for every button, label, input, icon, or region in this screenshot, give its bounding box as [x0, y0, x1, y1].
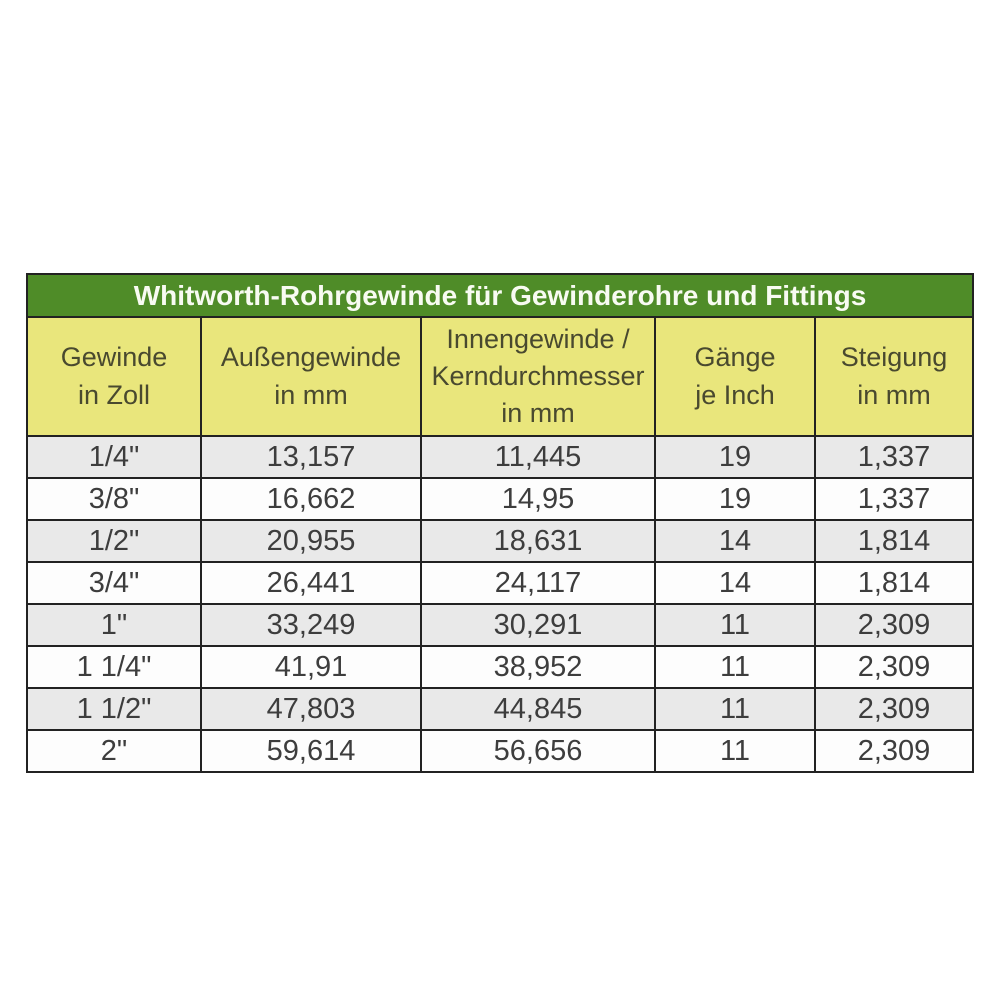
cell-steigung: 2,309 — [814, 687, 974, 731]
cell-innengewinde: 56,656 — [420, 729, 656, 773]
table-row: 3/8" 16,662 14,95 19 1,337 — [26, 477, 974, 521]
column-header-steigung: Steigung in mm — [814, 316, 974, 437]
column-header-gewinde-in-zoll: Gewinde in Zoll — [26, 316, 202, 437]
cell-innengewinde: 24,117 — [420, 561, 656, 605]
cell-steigung: 2,309 — [814, 645, 974, 689]
cell-gewinde: 1" — [26, 603, 202, 647]
cell-gaenge: 14 — [654, 519, 816, 563]
cell-steigung: 1,814 — [814, 519, 974, 563]
table-row: 1 1/4" 41,91 38,952 11 2,309 — [26, 645, 974, 689]
cell-aussengewinde: 47,803 — [200, 687, 422, 731]
cell-innengewinde: 30,291 — [420, 603, 656, 647]
column-header-aussengewinde: Außengewinde in mm — [200, 316, 422, 437]
cell-aussengewinde: 26,441 — [200, 561, 422, 605]
cell-gaenge: 11 — [654, 645, 816, 689]
cell-innengewinde: 44,845 — [420, 687, 656, 731]
cell-aussengewinde: 20,955 — [200, 519, 422, 563]
cell-gewinde: 1 1/2" — [26, 687, 202, 731]
column-header-innengewinde-kerndurchmesser: Innengewinde / Kerndurchmesser in mm — [420, 316, 656, 437]
cell-gewinde: 2" — [26, 729, 202, 773]
table-row: 2" 59,614 56,656 11 2,309 — [26, 729, 974, 773]
cell-steigung: 2,309 — [814, 603, 974, 647]
cell-gaenge: 11 — [654, 687, 816, 731]
cell-innengewinde: 11,445 — [420, 435, 656, 479]
cell-steigung: 1,814 — [814, 561, 974, 605]
cell-steigung: 2,309 — [814, 729, 974, 773]
table-row: 3/4" 26,441 24,117 14 1,814 — [26, 561, 974, 605]
whitworth-thread-table: Whitworth-Rohrgewinde für Gewinderohre u… — [26, 273, 974, 773]
table-row: 1/4" 13,157 11,445 19 1,337 — [26, 435, 974, 479]
table-row: 1" 33,249 30,291 11 2,309 — [26, 603, 974, 647]
table-row: 1 1/2" 47,803 44,845 11 2,309 — [26, 687, 974, 731]
cell-aussengewinde: 16,662 — [200, 477, 422, 521]
table-title: Whitworth-Rohrgewinde für Gewinderohre u… — [26, 273, 974, 318]
cell-gewinde: 1/2" — [26, 519, 202, 563]
table-row: 1/2" 20,955 18,631 14 1,814 — [26, 519, 974, 563]
cell-innengewinde: 38,952 — [420, 645, 656, 689]
cell-gaenge: 11 — [654, 603, 816, 647]
cell-gaenge: 11 — [654, 729, 816, 773]
column-header-gaenge-je-inch: Gänge je Inch — [654, 316, 816, 437]
cell-innengewinde: 14,95 — [420, 477, 656, 521]
cell-gewinde: 3/8" — [26, 477, 202, 521]
table-header-row: Gewinde in Zoll Außengewinde in mm Innen… — [26, 316, 974, 437]
cell-gewinde: 1 1/4" — [26, 645, 202, 689]
cell-steigung: 1,337 — [814, 477, 974, 521]
cell-gaenge: 14 — [654, 561, 816, 605]
cell-aussengewinde: 13,157 — [200, 435, 422, 479]
cell-aussengewinde: 33,249 — [200, 603, 422, 647]
cell-innengewinde: 18,631 — [420, 519, 656, 563]
cell-gaenge: 19 — [654, 435, 816, 479]
table-title-row: Whitworth-Rohrgewinde für Gewinderohre u… — [26, 273, 974, 318]
cell-aussengewinde: 41,91 — [200, 645, 422, 689]
cell-steigung: 1,337 — [814, 435, 974, 479]
cell-aussengewinde: 59,614 — [200, 729, 422, 773]
cell-gewinde: 1/4" — [26, 435, 202, 479]
cell-gaenge: 19 — [654, 477, 816, 521]
cell-gewinde: 3/4" — [26, 561, 202, 605]
